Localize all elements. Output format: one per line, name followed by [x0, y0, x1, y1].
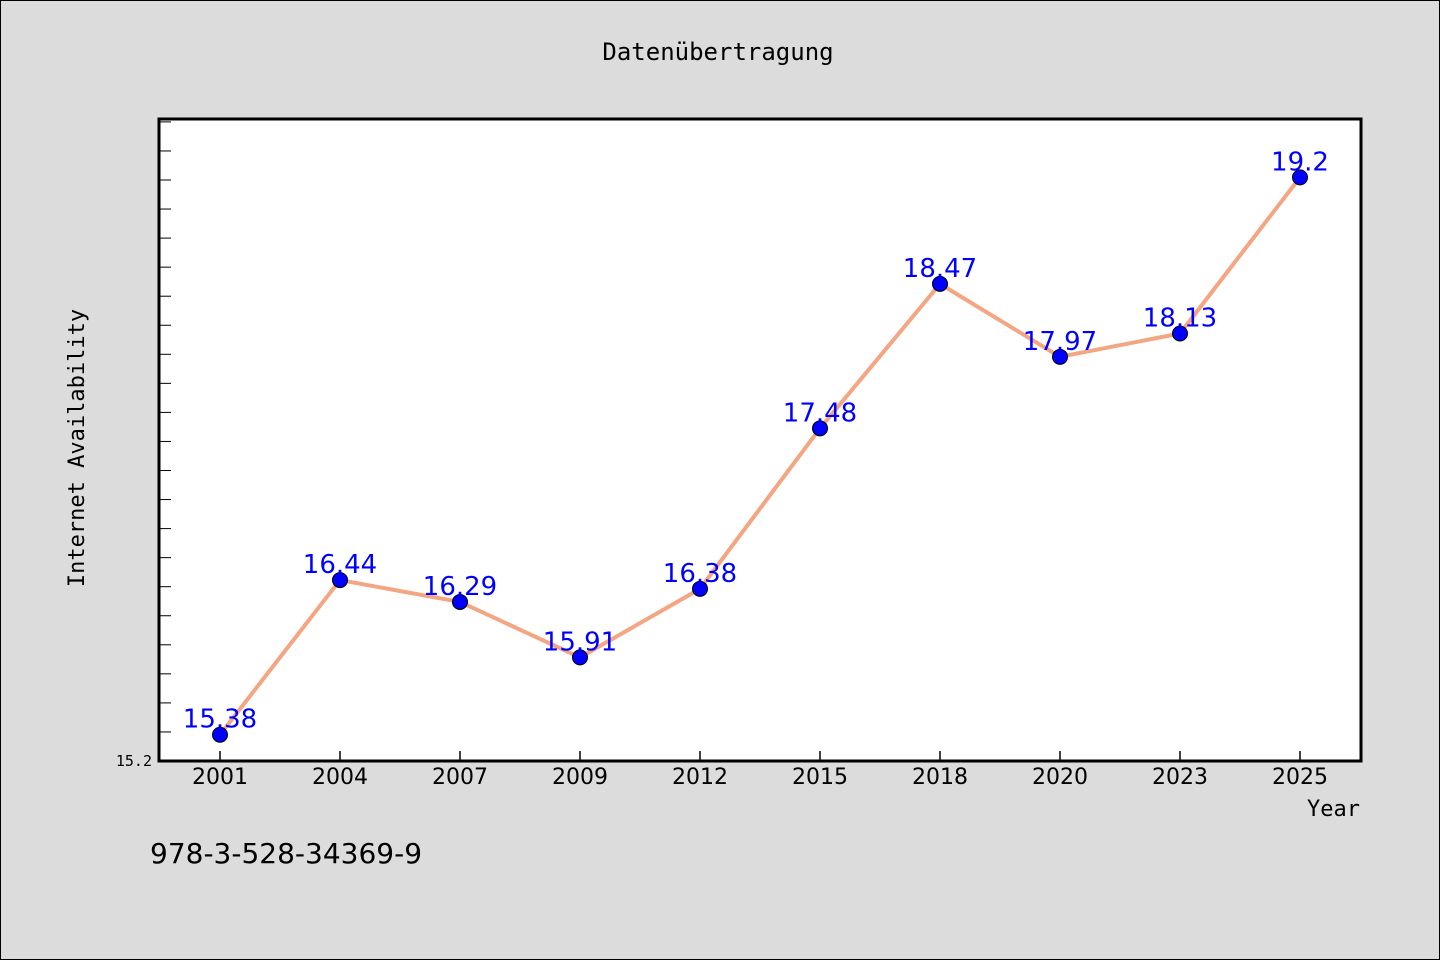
x-tick-label: 2004: [312, 765, 368, 790]
chart-title: Datenübertragung: [602, 38, 833, 66]
data-point: [812, 420, 828, 437]
x-tick-label: 2009: [552, 765, 608, 790]
data-label: 19.2: [1271, 147, 1329, 177]
data-label: 17.48: [783, 398, 857, 428]
series-line: [218, 175, 1302, 737]
x-tick-label: 2015: [792, 765, 848, 790]
series-markers: [212, 169, 1308, 743]
data-point: [1292, 169, 1308, 186]
data-point: [452, 593, 468, 610]
x-axis-ticks: [219, 751, 1301, 761]
x-tick-label: 2018: [912, 765, 968, 790]
data-point: [692, 580, 708, 597]
y-axis-ticks: [159, 121, 171, 762]
data-label: 18.47: [903, 254, 977, 284]
x-tick-label: 2023: [1152, 765, 1208, 790]
y-tick-label: 15.2: [116, 752, 152, 770]
data-label: 15.91: [543, 627, 617, 657]
y-axis-label: Internet Availability: [65, 309, 90, 587]
data-label: 18.13: [1143, 303, 1217, 333]
data-label: 16.29: [423, 572, 497, 602]
data-label: 16.44: [303, 550, 377, 580]
x-tick-label: 2025: [1272, 765, 1328, 790]
plot-area: [157, 117, 1363, 763]
x-tick-label: 2020: [1032, 765, 1088, 790]
x-tick-label: 2007: [432, 765, 488, 790]
data-point: [332, 572, 348, 589]
data-point: [572, 649, 588, 666]
x-tick-label: 2012: [672, 765, 728, 790]
data-point: [1172, 325, 1188, 342]
x-tick-label: 2001: [192, 765, 248, 790]
footer-text: 978-3-528-34369-9: [150, 837, 422, 870]
data-label: 17.97: [1023, 327, 1097, 357]
data-point: [1052, 348, 1068, 365]
data-label: 16.38: [663, 559, 737, 589]
data-label: 15.38: [183, 705, 257, 735]
data-point: [212, 726, 228, 743]
x-axis-label: Year: [1307, 797, 1360, 822]
data-labels: 15.38 16.44 16.29 15.91 16.38 17.48 18.47 17.97…: [183, 147, 1329, 734]
data-point: [932, 275, 948, 292]
x-tick-labels: 2001 2004 2007 2009 2012 2015 2018 2020 2023 2025: [192, 765, 1328, 790]
